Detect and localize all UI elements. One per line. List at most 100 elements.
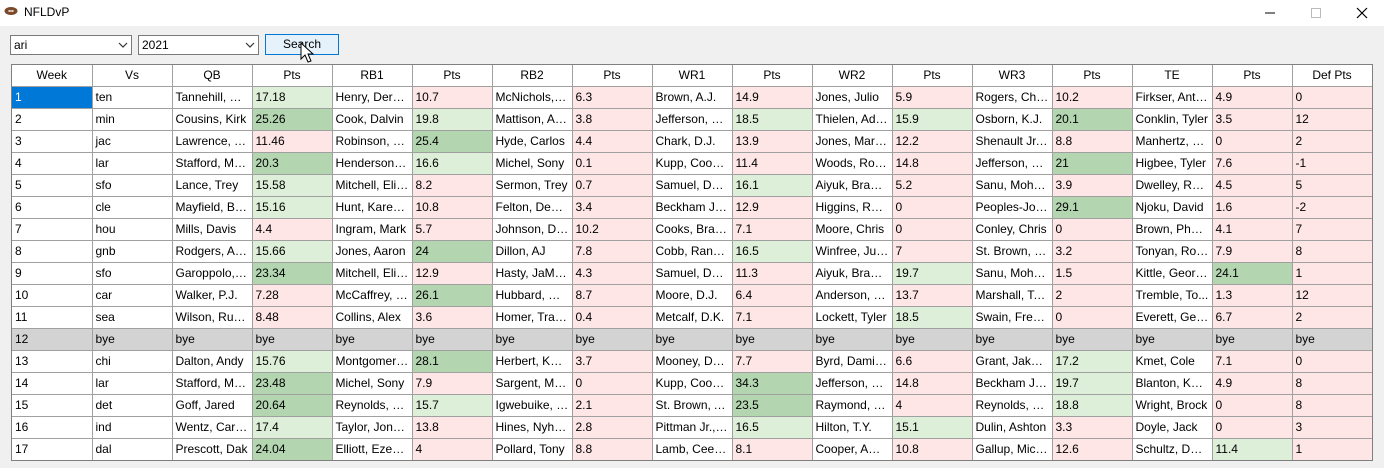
table-cell[interactable]: Michel, Sony (332, 372, 413, 395)
table-cell[interactable]: Ingram, Mark (332, 218, 413, 241)
table-cell[interactable]: 0 (892, 218, 973, 241)
table-cell[interactable]: 15.76 (252, 350, 333, 373)
table-cell[interactable]: Kittle, George (1132, 262, 1213, 285)
column-header[interactable]: Pts (732, 65, 813, 87)
table-cell[interactable]: 15.66 (252, 240, 333, 263)
table-cell[interactable]: St. Brown, E... (972, 240, 1053, 263)
table-cell[interactable]: 14.8 (892, 372, 973, 395)
table-cell[interactable]: 11.3 (732, 262, 813, 285)
table-cell[interactable]: Cooper, Amari (812, 438, 893, 460)
table-cell[interactable]: 4 (412, 438, 493, 460)
column-header[interactable]: WR1 (652, 65, 733, 87)
table-cell[interactable]: Cooks, Brandin (652, 218, 733, 241)
table-cell[interactable]: 5 (12, 174, 93, 197)
table-cell[interactable]: 3.2 (1052, 240, 1133, 263)
table-cell[interactable]: 18.8 (1052, 394, 1133, 417)
table-cell[interactable]: bye (412, 328, 493, 351)
table-cell[interactable]: Osborn, K.J. (972, 108, 1053, 131)
table-cell[interactable]: 6 (12, 196, 93, 219)
table-cell[interactable]: -2 (1292, 196, 1372, 219)
table-cell[interactable]: Swain, Freddie (972, 306, 1053, 329)
table-cell[interactable]: Mitchell, Elijah (332, 262, 413, 285)
column-header[interactable]: Pts (252, 65, 333, 87)
table-cell[interactable]: Homer, Travis (492, 306, 573, 329)
table-cell[interactable]: Tannehill, Ry... (172, 86, 253, 109)
table-cell[interactable]: 10.2 (572, 218, 653, 241)
table-row[interactable]: 6 cle Mayfield, Ba... 15.16 Hunt, Kareem 10.8… (12, 196, 1372, 219)
table-cell[interactable]: det (92, 394, 173, 417)
table-cell[interactable]: 13 (12, 350, 93, 373)
table-cell[interactable]: 5.9 (892, 86, 973, 109)
table-cell[interactable]: ten (92, 86, 173, 109)
table-cell[interactable]: Moore, D.J. (652, 284, 733, 307)
table-cell[interactable]: Aiyuk, Brandon (812, 174, 893, 197)
table-cell[interactable]: bye (1292, 328, 1372, 351)
table-cell[interactable]: Kmet, Cole (1132, 350, 1213, 373)
table-cell[interactable]: 4.9 (1212, 86, 1293, 109)
table-cell[interactable]: 3 (1292, 416, 1372, 439)
table-cell[interactable]: Mills, Davis (172, 218, 253, 241)
table-cell[interactable]: Moore, Chris (812, 218, 893, 241)
table-cell[interactable]: 11.4 (1212, 438, 1293, 460)
table-cell[interactable]: 9 (12, 262, 93, 285)
table-cell[interactable]: Reynolds, Cr... (332, 394, 413, 417)
table-cell[interactable]: Pittman Jr., ... (652, 416, 733, 439)
table-cell[interactable]: 1 (12, 86, 93, 109)
table-cell[interactable]: Dwelley, Ross (1132, 174, 1213, 197)
table-cell[interactable]: 6.3 (572, 86, 653, 109)
table-cell[interactable]: 10.2 (1052, 86, 1133, 109)
table-cell[interactable]: Everett, Gerald (1132, 306, 1213, 329)
table-cell[interactable]: 23.48 (252, 372, 333, 395)
table-cell[interactable]: 6.7 (1212, 306, 1293, 329)
table-cell[interactable]: bye (252, 328, 333, 351)
table-cell[interactable]: Lockett, Tyler (812, 306, 893, 329)
table-cell[interactable]: 25.26 (252, 108, 333, 131)
table-cell[interactable]: Montgomery,... (332, 350, 413, 373)
table-cell[interactable]: 0 (1292, 350, 1372, 373)
table-cell[interactable]: 15.58 (252, 174, 333, 197)
table-row[interactable]: 2 min Cousins, Kirk 25.26 Cook, Dalvin 19.8 Ma… (12, 108, 1372, 131)
table-cell[interactable]: Herbert, Khalil (492, 350, 573, 373)
table-cell[interactable]: 7.9 (412, 372, 493, 395)
table-cell[interactable]: 13.9 (732, 130, 813, 153)
column-header[interactable]: WR3 (972, 65, 1053, 87)
table-cell[interactable]: Doyle, Jack (1132, 416, 1213, 439)
table-cell[interactable]: Hilton, T.Y. (812, 416, 893, 439)
table-cell[interactable]: 17.4 (252, 416, 333, 439)
table-cell[interactable]: Jefferson, Van (972, 152, 1053, 175)
table-cell[interactable]: 6.6 (892, 350, 973, 373)
table-cell[interactable]: 4.1 (1212, 218, 1293, 241)
table-cell[interactable]: Beckham Jr.,... (972, 372, 1053, 395)
table-cell[interactable]: Jefferson, Ju... (652, 108, 733, 131)
table-cell[interactable]: 8.2 (412, 174, 493, 197)
table-cell[interactable]: Higgins, Ras... (812, 196, 893, 219)
team-dropdown[interactable]: ari (10, 35, 132, 55)
table-cell[interactable]: 3.6 (412, 306, 493, 329)
table-cell[interactable]: lar (92, 152, 173, 175)
table-cell[interactable]: Wentz, Carson (172, 416, 253, 439)
table-cell[interactable]: Cobb, Randall (652, 240, 733, 263)
table-cell[interactable]: 17.2 (1052, 350, 1133, 373)
table-cell[interactable]: 11.4 (732, 152, 813, 175)
table-cell[interactable]: Dillon, AJ (492, 240, 573, 263)
table-cell[interactable]: Lamb, CeeDee (652, 438, 733, 460)
table-cell[interactable]: Woods, Robert (812, 152, 893, 175)
table-cell[interactable]: Cook, Dalvin (332, 108, 413, 131)
column-header[interactable]: RB1 (332, 65, 413, 87)
table-cell[interactable]: Mooney, Dar... (652, 350, 733, 373)
table-cell[interactable]: 11 (12, 306, 93, 329)
table-cell[interactable]: Winfree, Juw... (812, 240, 893, 263)
column-header[interactable]: TE (1132, 65, 1213, 87)
table-cell[interactable]: 16.1 (732, 174, 813, 197)
table-cell[interactable]: 4 (892, 394, 973, 417)
table-cell[interactable]: 16.5 (732, 240, 813, 263)
table-cell[interactable]: 28.1 (412, 350, 493, 373)
table-cell[interactable]: Michel, Sony (492, 152, 573, 175)
table-row[interactable]: 4 lar Stafford, Mat... 20.3 Henderson, ... 16… (12, 152, 1372, 175)
table-cell[interactable]: 8 (12, 240, 93, 263)
table-cell[interactable]: 15.9 (892, 108, 973, 131)
table-cell[interactable]: 23.5 (732, 394, 813, 417)
table-cell[interactable]: 34.3 (732, 372, 813, 395)
table-row[interactable]: 5 sfo Lance, Trey 15.58 Mitchell, Elijah 8.2 S… (12, 174, 1372, 197)
table-cell[interactable]: Raymond, Kalif (812, 394, 893, 417)
